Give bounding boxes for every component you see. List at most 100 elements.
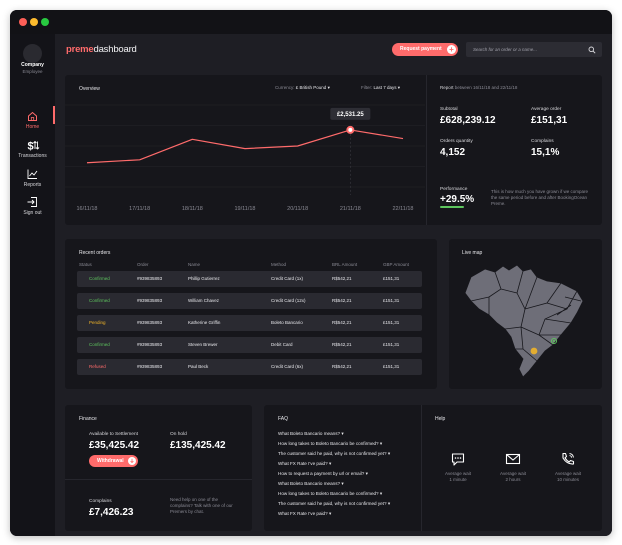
highlight-point [348,127,353,132]
report-range: Report between 16/11/18 and 22/11/18 [440,85,517,90]
help-email-option[interactable]: Average wait 2 hours [485,451,541,483]
table-row[interactable]: Confirmed #93983589З William Chavez Cred… [77,293,422,309]
brl-amount: R$542,21 [332,364,352,369]
sidebar-item-sign-out[interactable]: Sign out [10,196,55,222]
onhold-label: On hold [170,432,187,437]
chevron-down-icon: ▾ [387,501,391,506]
app-logo[interactable]: premedashboard [66,44,137,55]
sidebar-item-transactions[interactable]: $ Transactions [10,139,55,165]
live-map-card: Live map [449,239,602,389]
available-value: £35,425.42 [89,440,140,451]
help-wait-label: Average wait [555,471,581,476]
sidebar-item-reports[interactable]: Reports [10,168,55,194]
faq-item[interactable]: What FX Rate I've paid? ▾ [278,461,331,467]
order-status: Confirmed [89,342,110,347]
request-payment-button[interactable]: Request payment + [392,43,458,56]
faq-help-divider [421,405,422,531]
brl-amount: R$542,21 [332,342,352,347]
payment-method: Debit Card [271,342,293,347]
gbp-amount: £151,31 [383,276,400,281]
faq-question: What FX Rate I've paid? [278,461,328,466]
currency-value: £ British Pound [295,85,327,90]
chevron-down-icon: ▾ [341,481,344,486]
faq-item[interactable]: What Boleto Bancario means? ▾ [278,481,344,487]
brazil-map[interactable] [449,239,602,389]
payment-method: Credit Card (6x) [271,364,304,369]
table-row[interactable]: Confirmed #93983589З Phillip Gutierrez C… [77,271,422,287]
faq-item[interactable]: What Boleto Bancario means? ▾ [278,431,344,437]
overview-title: Overview [79,86,100,92]
column-header-status: Status [79,262,92,267]
filter-label: Filter: [361,85,373,90]
bar-chart-icon [27,169,38,179]
help-chat-option[interactable]: Average wait 1 minute [430,451,486,483]
x-tick-label: 16/11/18 [76,206,97,212]
minimize-window-button[interactable] [30,18,38,26]
faq-item[interactable]: The customer said he paid, why is not co… [278,501,390,507]
withdraw-label: Withdrawal [97,458,124,464]
close-window-button[interactable] [19,18,27,26]
mail-icon [505,453,521,465]
sign-out-icon [27,197,37,207]
subtotal-label: Subtotal [440,107,458,112]
chevron-down-icon: ▾ [328,461,332,466]
company-name: Company [21,62,44,68]
chevron-down-icon: ▾ [328,511,332,516]
active-nav-indicator [53,106,55,124]
faq-question: What FX Rate I've paid? [278,511,328,516]
finance-title: Finance [79,416,97,422]
withdraw-button[interactable]: Withdrawal [89,455,138,467]
table-row[interactable]: Pending #93983589З Katherine Griffin Bol… [77,315,422,331]
chevron-down-icon: ▾ [387,451,391,456]
phone-icon [562,452,575,465]
currency-label: Currency: [275,85,295,90]
performance-bar [440,206,464,208]
report-label: Report [440,85,454,90]
faq-item[interactable]: How to request a payment by url or email… [278,471,368,477]
subtotal-value: £628,239.12 [440,115,496,126]
customer-name: William Chavez [188,298,220,303]
chat-icon [451,453,465,466]
home-icon [28,111,37,121]
plus-icon: + [447,45,456,54]
overview-card: Overview Currency: £ British Pound ▾ Fil… [65,75,602,225]
column-header-method: Method [271,262,287,267]
column-header-order: Order [137,262,149,267]
chevron-down-icon: ▾ [365,471,368,476]
chevron-down-icon: ▾ [379,441,383,446]
column-header-gbp: GBP Amount [383,262,409,267]
payment-method: Boleto Bancario [271,320,303,325]
map-marker-yellow [530,347,538,355]
tooltip-box [330,107,371,120]
order-id: #93983589З [137,320,163,325]
search-bar [466,42,602,57]
search-icon[interactable] [588,46,596,54]
onhold-value: £135,425.42 [170,440,226,451]
faq-question: How long takes to Boleto Bancario be con… [278,491,379,496]
faq-item[interactable]: How long takes to Boleto Bancario be con… [278,441,382,447]
faq-item[interactable]: The customer said he paid, why is not co… [278,451,390,457]
faq-item[interactable]: How long takes to Boleto Bancario be con… [278,491,382,497]
finance-divider [65,479,252,480]
request-payment-label: Request payment [400,46,442,52]
faq-item[interactable]: What FX Rate I've paid? ▾ [278,511,331,517]
chevron-down-icon: ▾ [397,85,401,90]
maximize-window-button[interactable] [41,18,49,26]
faq-question: What Boleto Bancario means? [278,481,341,486]
faq-question: The customer said he paid, why is not co… [278,451,387,456]
x-tick-label: 20/11/18 [287,206,308,212]
customer-name: Katherine Griffin [188,320,221,325]
help-phone-option[interactable]: Average wait 10 minutes [540,451,596,483]
company-avatar[interactable] [23,44,42,63]
filter-selector[interactable]: Filter: Last 7 days ▾ [361,85,400,91]
search-input[interactable] [473,42,583,57]
table-row[interactable]: Refused #93983589З Paul Beck Credit Card… [77,359,422,375]
order-status: Pending [89,320,106,325]
order-status: Refused [89,364,106,369]
sidebar-item-home[interactable]: Home [10,110,55,136]
currency-selector[interactable]: Currency: £ British Pound ▾ [275,85,330,91]
sidebar-item-label: Home [25,124,40,130]
title-bar [10,10,612,34]
table-row[interactable]: Confirmed #93983589З Steven Brewer Debit… [77,337,422,353]
overview-line-chart: 16/11/18 17/11/18 18/11/18 19/11/18 20/11/18… [65,104,425,212]
